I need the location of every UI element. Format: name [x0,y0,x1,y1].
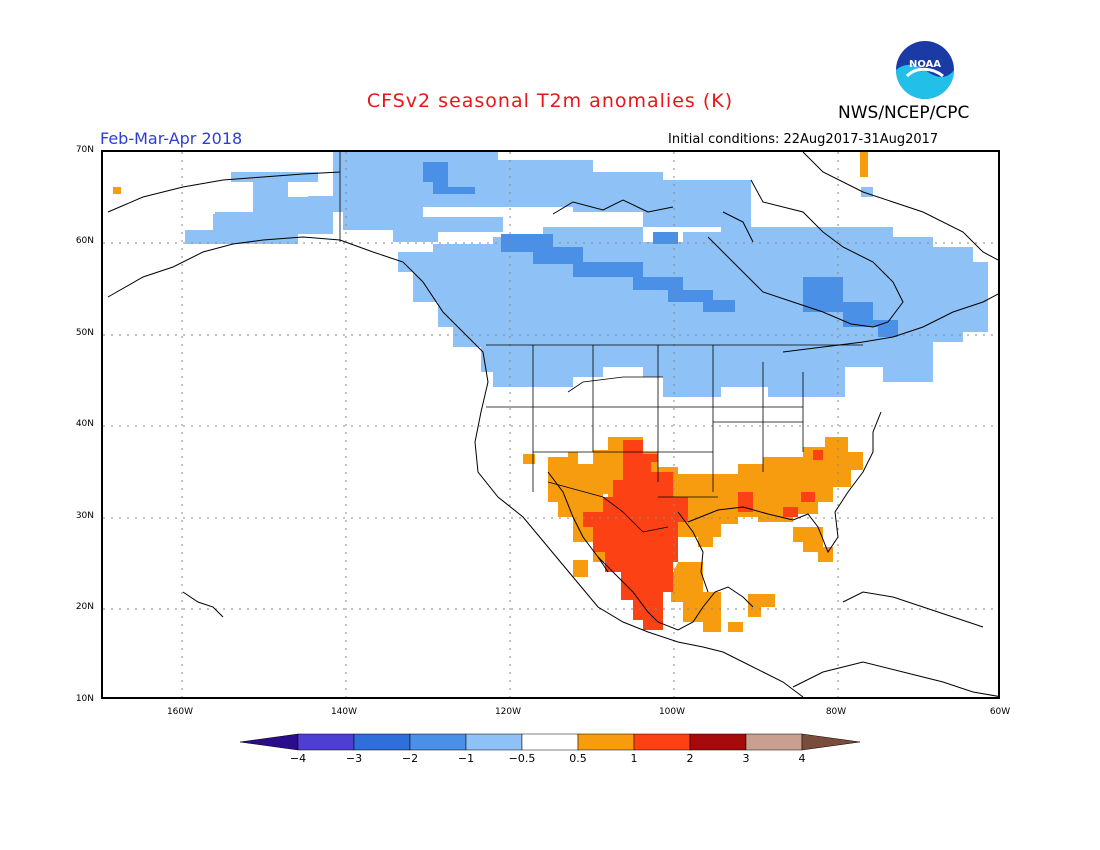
noaa-logo-icon: NOAA [896,41,954,99]
legend-swatch [240,733,299,751]
lat-label: 30N [75,511,94,521]
legend-swatch [465,733,523,751]
legend-label: 2 [686,752,694,765]
coastlines [107,152,998,697]
initial-conditions: Initial conditions: 22Aug2017-31Aug2017 [668,132,939,147]
strong-cold-anomaly-region [423,162,898,337]
lon-label: 160W [166,707,194,717]
legend-label: 0.5 [569,752,587,765]
lon-label: 60W [989,707,1011,717]
legend-label: 1 [630,752,638,765]
legend-swatch [633,733,691,751]
color-legend [240,733,860,751]
lat-label: 40N [75,419,94,429]
legend-label: 3 [742,752,750,765]
legend-label: 4 [798,752,806,765]
lat-label: 70N [75,145,94,155]
lon-label: 100W [658,707,686,717]
legend-label: −4 [289,752,307,765]
lon-label: 80W [825,707,847,717]
map-title: CFSv2 seasonal T2m anomalies (K) [366,90,734,112]
lat-label: 20N [75,602,94,612]
lon-label: 140W [330,707,358,717]
legend-swatch [745,733,803,751]
map-canvas [103,152,998,697]
anomaly-map [101,150,1000,699]
lat-lon-grid [103,152,998,697]
legend-swatch [577,733,635,751]
legend-swatch [801,733,860,751]
logo-text: NOAA [909,59,941,70]
cold-anomaly-region [185,152,988,397]
legend-label: −2 [401,752,419,765]
legend-swatch [297,733,355,751]
lat-label: 10N [75,694,94,704]
legend-label: −3 [345,752,363,765]
forecast-period: Feb-Mar-Apr 2018 [100,129,243,148]
legend-label: −1 [457,752,475,765]
lat-label: 50N [75,328,94,338]
legend-swatch [689,733,747,751]
organization-label: NWS/NCEP/CPC [838,103,970,123]
lat-label: 60N [75,236,94,246]
legend-label: −0.5 [508,752,536,765]
legend-swatch [409,733,467,751]
legend-swatch [521,733,579,751]
legend-swatch [353,733,411,751]
noaa-logo: NOAA [895,40,955,100]
lon-label: 120W [494,707,522,717]
political-borders [339,152,863,533]
